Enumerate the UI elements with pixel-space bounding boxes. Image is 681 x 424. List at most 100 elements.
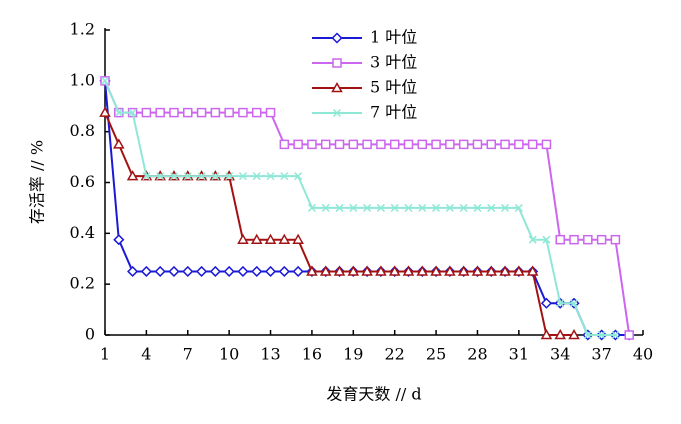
marker [473, 203, 482, 212]
marker [211, 172, 220, 181]
y-tick-label: 0.2 [70, 274, 95, 293]
marker [404, 203, 413, 212]
marker [210, 107, 221, 118]
marker [252, 172, 261, 181]
marker [389, 139, 400, 150]
marker [251, 107, 262, 118]
marker [100, 76, 110, 85]
x-tick-label: 40 [633, 345, 653, 364]
marker [264, 233, 277, 244]
marker [444, 265, 456, 276]
marker [471, 265, 484, 276]
marker [128, 108, 137, 117]
marker [238, 172, 247, 181]
x-tick-label: 13 [260, 345, 280, 364]
marker [514, 139, 524, 150]
marker [569, 299, 579, 308]
marker [513, 265, 525, 276]
y-tick-label: 0.8 [70, 121, 95, 140]
marker [624, 330, 634, 340]
y-tick-label: 1.0 [70, 70, 95, 89]
marker [114, 108, 123, 117]
marker [251, 265, 263, 278]
y-tick-label: 0.6 [70, 172, 95, 191]
marker [376, 203, 385, 212]
marker [569, 234, 579, 245]
marker [237, 233, 249, 244]
marker [541, 139, 552, 150]
x-tick-label: 37 [591, 345, 611, 364]
marker [568, 328, 580, 340]
marker [142, 172, 151, 181]
x-tick-label: 28 [467, 345, 487, 364]
marker [486, 139, 497, 150]
marker [610, 234, 621, 245]
marker [388, 265, 401, 276]
marker [596, 234, 607, 245]
marker [237, 265, 249, 278]
marker [223, 265, 235, 278]
marker [278, 265, 290, 278]
marker [334, 139, 345, 150]
series-line [104, 80, 616, 336]
marker [307, 139, 317, 150]
marker [457, 265, 470, 276]
marker [348, 139, 359, 150]
marker [514, 203, 523, 212]
marker [445, 203, 454, 212]
marker [347, 265, 360, 276]
x-tick-label: 22 [385, 345, 405, 364]
y-tick-label: 1.2 [70, 20, 95, 39]
marker [445, 139, 455, 150]
marker [278, 233, 291, 244]
marker [183, 172, 192, 181]
marker [583, 330, 592, 340]
marker [155, 107, 165, 118]
marker [335, 203, 344, 212]
x-tick-label: 34 [550, 345, 570, 364]
x-tick-label: 4 [141, 345, 151, 364]
marker [332, 108, 342, 118]
marker [127, 265, 139, 278]
marker [197, 172, 206, 181]
marker [527, 139, 538, 150]
marker [583, 234, 593, 245]
marker [402, 265, 415, 276]
marker [363, 203, 372, 212]
marker [113, 234, 125, 246]
y-tick-label: 0.4 [70, 223, 95, 242]
marker [556, 299, 565, 308]
x-tick-label: 10 [219, 345, 239, 364]
x-tick-label: 1 [100, 345, 110, 364]
marker [141, 107, 152, 118]
x-tick-label: 19 [343, 345, 363, 364]
marker [196, 107, 207, 118]
marker [169, 172, 179, 181]
marker [238, 107, 248, 118]
marker [293, 139, 303, 150]
marker [361, 265, 373, 276]
x-tick-label: 31 [509, 345, 529, 364]
legend-label: 3 叶位 [370, 53, 417, 72]
marker [331, 81, 343, 93]
marker [320, 139, 331, 150]
marker [390, 203, 399, 212]
marker [416, 265, 429, 276]
marker [279, 139, 290, 150]
marker [485, 265, 498, 276]
marker [611, 330, 620, 340]
marker [99, 106, 111, 117]
marker [555, 234, 565, 245]
marker [182, 265, 194, 278]
marker [403, 139, 414, 150]
x-tick-label: 16 [302, 345, 322, 364]
marker [333, 265, 346, 276]
marker [307, 203, 316, 212]
marker [196, 265, 208, 278]
marker [113, 138, 125, 149]
marker [156, 172, 165, 181]
marker [499, 265, 511, 276]
y-tick-label: 0 [85, 325, 95, 344]
marker [331, 32, 343, 44]
